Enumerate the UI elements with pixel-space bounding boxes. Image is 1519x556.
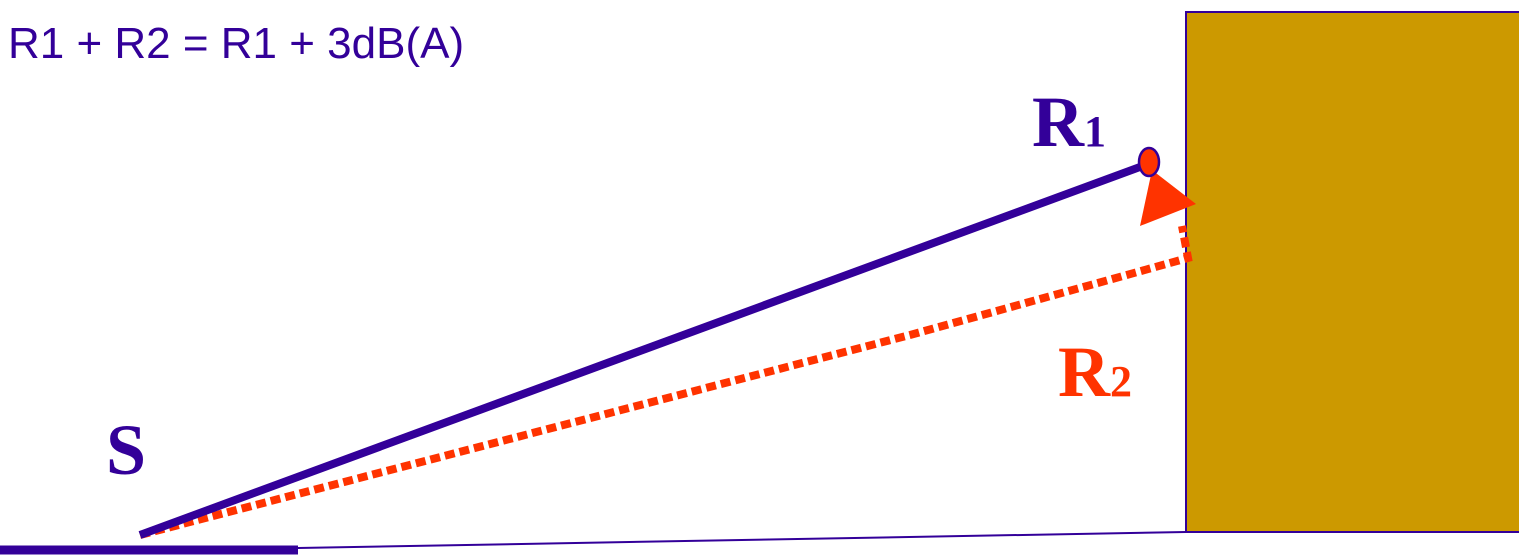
reflection-arrowhead <box>1140 170 1196 226</box>
receiver2-label-sub: 2 <box>1110 357 1132 406</box>
ground-line <box>297 531 1187 549</box>
receiver2-label: R2 <box>1058 332 1132 412</box>
receiver1-label: R1 <box>1032 82 1106 162</box>
receiver2-label-main: R <box>1058 332 1111 412</box>
direct-path <box>138 160 1150 539</box>
receiver1-label-sub: 1 <box>1084 107 1106 156</box>
source-label: S <box>106 410 146 490</box>
receiver-marker <box>1137 146 1161 178</box>
receiver1-label-main: R <box>1032 82 1085 162</box>
reflecting-wall <box>1185 11 1519 533</box>
reflected-path <box>138 225 1193 539</box>
formula-text: R1 + R2 = R1 + 3dB(A) <box>8 19 464 68</box>
